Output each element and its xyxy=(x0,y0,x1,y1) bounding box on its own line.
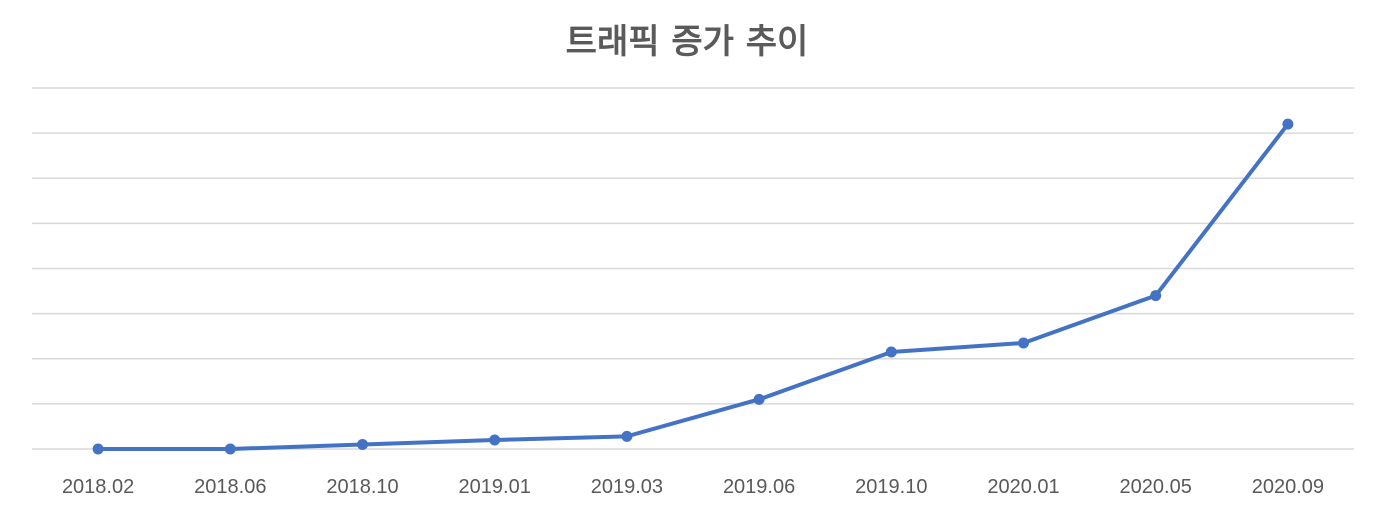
x-tick-label: 2020.01 xyxy=(987,476,1059,498)
series-group xyxy=(96,122,1290,451)
data-point xyxy=(885,346,897,358)
x-axis-ticks: 2018.02 2018.06 2018.10 2019.01 2019.03 2019.… xyxy=(62,476,1324,498)
series-line xyxy=(96,122,1290,451)
data-point xyxy=(92,443,104,455)
x-tick-label: 2019.06 xyxy=(723,476,795,498)
data-point xyxy=(621,430,633,442)
data-point xyxy=(224,443,236,455)
x-tick-label: 2019.01 xyxy=(459,476,531,498)
markers-group xyxy=(92,118,1294,455)
chart-title: 트래픽 증가 추이 xyxy=(565,22,809,62)
data-point xyxy=(489,434,501,446)
x-tick-label: 2020.09 xyxy=(1252,476,1324,498)
x-tick-label: 2018.06 xyxy=(194,476,266,498)
data-point xyxy=(1150,290,1162,302)
x-tick-label: 2020.05 xyxy=(1120,476,1192,498)
data-point xyxy=(753,393,765,405)
x-tick-label: 2018.02 xyxy=(62,476,134,498)
x-tick-label: 2019.10 xyxy=(855,476,927,498)
gridlines xyxy=(32,87,1354,450)
data-point xyxy=(1282,118,1294,130)
x-tick-label: 2018.10 xyxy=(326,476,398,498)
data-point xyxy=(357,438,368,450)
x-tick-label: 2019.03 xyxy=(591,476,663,498)
data-point xyxy=(1018,337,1029,349)
